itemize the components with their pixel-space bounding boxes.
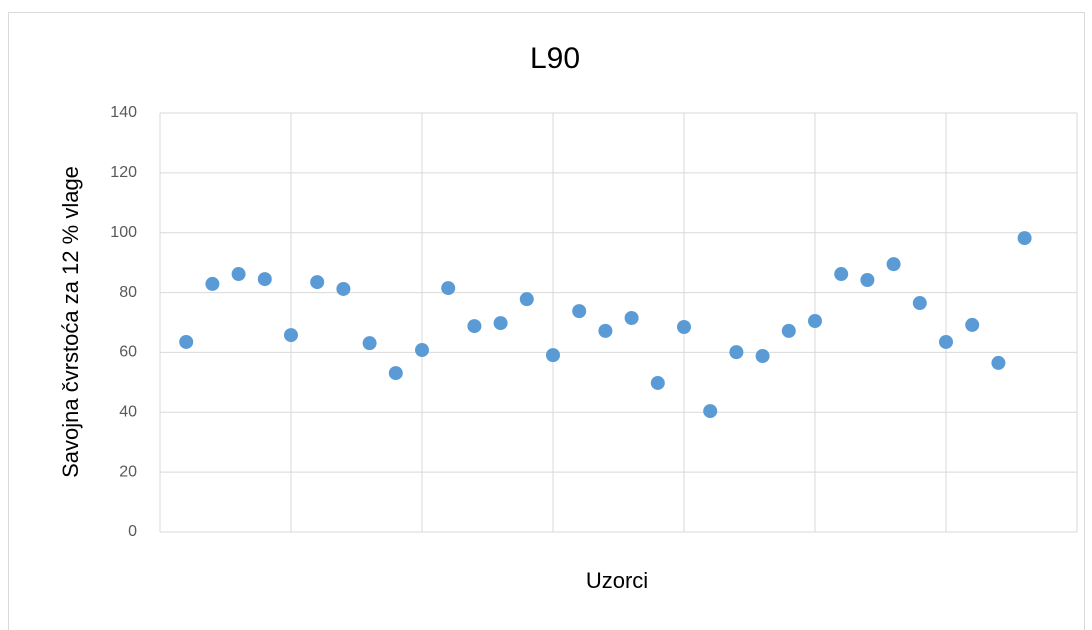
point [650, 375, 665, 390]
point [912, 296, 927, 311]
y-tick-label: 140 [110, 104, 137, 121]
y-tick-label: 120 [110, 164, 137, 181]
point [886, 257, 901, 272]
point [939, 334, 953, 349]
point [231, 267, 246, 282]
y-tick-label: 60 [119, 344, 137, 361]
point [441, 281, 456, 296]
point [755, 349, 770, 364]
chart-frame [8, 12, 1085, 630]
point [677, 319, 691, 334]
point [808, 314, 822, 329]
y-tick-label: 80 [119, 284, 137, 301]
point [310, 275, 325, 290]
point [572, 304, 587, 319]
point [467, 319, 482, 334]
point [781, 323, 796, 338]
point [546, 348, 560, 363]
y-tick-label: 20 [119, 463, 137, 480]
y-tick-label: 40 [119, 404, 137, 421]
point [991, 355, 1006, 370]
point [1017, 231, 1032, 246]
point [703, 404, 718, 419]
y-axis-label: Savojna čvrstoća za 12 % vlage [58, 166, 83, 478]
point [860, 273, 875, 288]
point [493, 316, 508, 331]
chart-title: L90 [530, 42, 580, 75]
point [179, 334, 194, 349]
point [257, 272, 272, 287]
point [415, 343, 429, 358]
y-tick-label: 100 [110, 224, 137, 241]
point [965, 317, 980, 332]
x-axis-label: Uzorci [586, 568, 648, 593]
point [598, 323, 613, 338]
point [519, 292, 534, 307]
point [362, 336, 377, 351]
point [624, 311, 639, 326]
point [388, 366, 403, 381]
point [336, 281, 351, 296]
point [834, 267, 849, 282]
y-tick-label: 0 [128, 523, 137, 540]
point [729, 345, 744, 360]
point [205, 276, 220, 291]
point [284, 328, 298, 343]
